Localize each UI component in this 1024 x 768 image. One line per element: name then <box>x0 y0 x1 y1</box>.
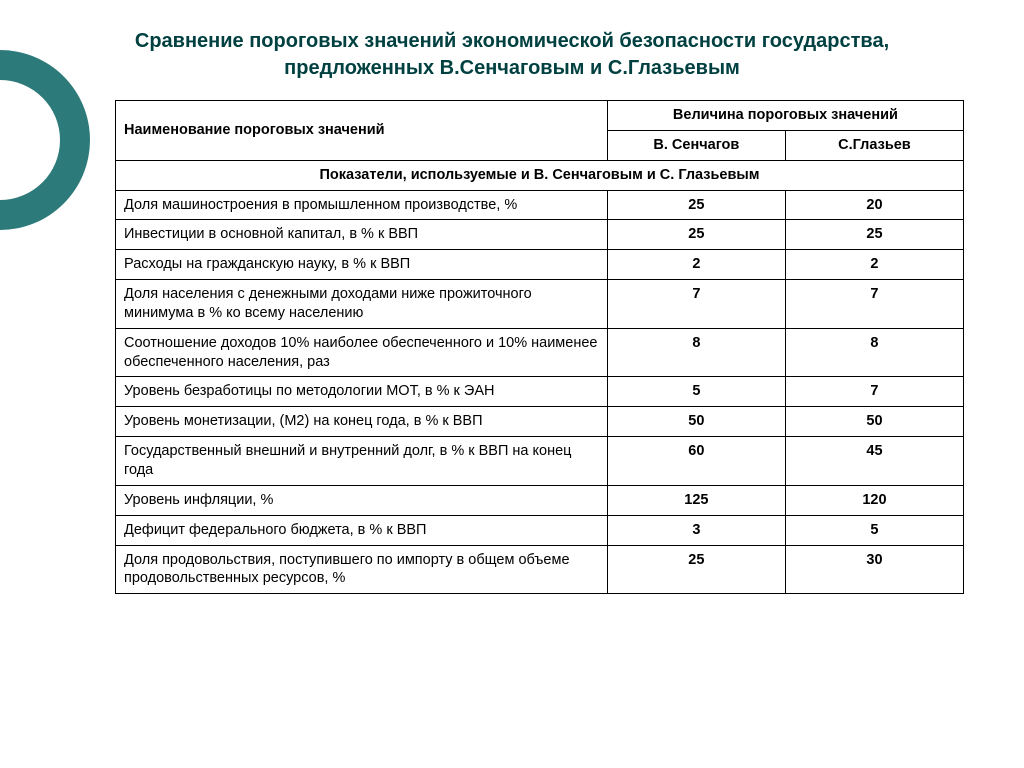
table-row: Государственный внешний и внутренний дол… <box>116 437 964 486</box>
row-value-a: 25 <box>607 545 785 594</box>
row-value-b: 7 <box>785 377 963 407</box>
table-container: Наименование пороговых значений Величина… <box>0 100 1024 594</box>
row-value-b: 8 <box>785 328 963 377</box>
row-value-b: 25 <box>785 220 963 250</box>
row-value-a: 60 <box>607 437 785 486</box>
row-name: Доля машиностроения в промышленном произ… <box>116 190 608 220</box>
section-title: Показатели, используемые и В. Сенчаговым… <box>116 160 964 190</box>
row-value-a: 5 <box>607 377 785 407</box>
table-row: Уровень инфляции, %125120 <box>116 485 964 515</box>
table-row: Соотношение доходов 10% наиболее обеспеч… <box>116 328 964 377</box>
row-value-a: 125 <box>607 485 785 515</box>
slide-title: Сравнение пороговых значений экономическ… <box>0 0 1024 100</box>
row-value-a: 25 <box>607 220 785 250</box>
row-value-a: 50 <box>607 407 785 437</box>
table-row: Доля продовольствия, поступившего по имп… <box>116 545 964 594</box>
row-value-b: 30 <box>785 545 963 594</box>
row-name: Инвестиции в основной капитал, в % к ВВП <box>116 220 608 250</box>
table-row: Расходы на гражданскую науку, в % к ВВП2… <box>116 250 964 280</box>
row-name: Доля населения с денежными доходами ниже… <box>116 280 608 329</box>
row-value-b: 5 <box>785 515 963 545</box>
row-name: Доля продовольствия, поступившего по имп… <box>116 545 608 594</box>
table-row: Уровень монетизации, (М2) на конец года,… <box>116 407 964 437</box>
row-name: Уровень монетизации, (М2) на конец года,… <box>116 407 608 437</box>
row-name: Уровень инфляции, % <box>116 485 608 515</box>
table-row: Доля населения с денежными доходами ниже… <box>116 280 964 329</box>
table-row: Уровень безработицы по методологии МОТ, … <box>116 377 964 407</box>
row-value-a: 7 <box>607 280 785 329</box>
row-value-a: 8 <box>607 328 785 377</box>
row-value-b: 7 <box>785 280 963 329</box>
row-value-b: 2 <box>785 250 963 280</box>
row-name: Государственный внешний и внутренний дол… <box>116 437 608 486</box>
row-value-a: 3 <box>607 515 785 545</box>
header-name: Наименование пороговых значений <box>116 101 608 161</box>
row-value-b: 120 <box>785 485 963 515</box>
row-name: Расходы на гражданскую науку, в % к ВВП <box>116 250 608 280</box>
row-name: Дефицит федерального бюджета, в % к ВВП <box>116 515 608 545</box>
row-value-a: 25 <box>607 190 785 220</box>
row-name: Соотношение доходов 10% наиболее обеспеч… <box>116 328 608 377</box>
row-name: Уровень безработицы по методологии МОТ, … <box>116 377 608 407</box>
comparison-table: Наименование пороговых значений Величина… <box>115 100 964 594</box>
header-col-a: В. Сенчагов <box>607 130 785 160</box>
row-value-b: 45 <box>785 437 963 486</box>
row-value-b: 20 <box>785 190 963 220</box>
row-value-a: 2 <box>607 250 785 280</box>
header-values: Величина пороговых значений <box>607 101 963 131</box>
row-value-b: 50 <box>785 407 963 437</box>
section-row: Показатели, используемые и В. Сенчаговым… <box>116 160 964 190</box>
table-row: Инвестиции в основной капитал, в % к ВВП… <box>116 220 964 250</box>
table-row: Дефицит федерального бюджета, в % к ВВП3… <box>116 515 964 545</box>
header-col-b: С.Глазьев <box>785 130 963 160</box>
table-row: Доля машиностроения в промышленном произ… <box>116 190 964 220</box>
